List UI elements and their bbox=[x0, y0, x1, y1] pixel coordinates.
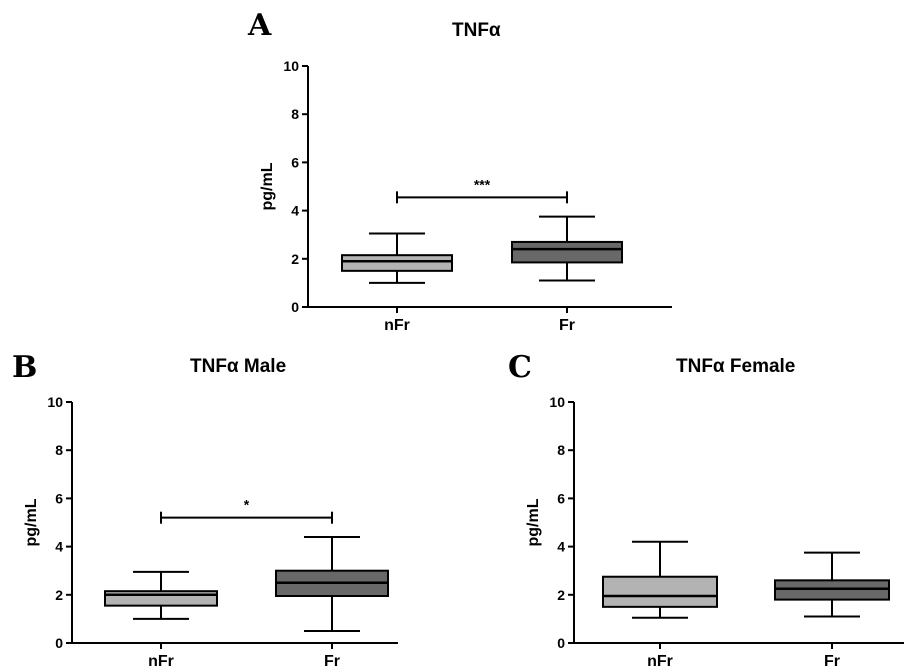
y-tick-label: 10 bbox=[549, 394, 565, 410]
significance-label: *** bbox=[474, 176, 491, 192]
box-nFr bbox=[341, 254, 453, 272]
x-tick-label: Fr bbox=[824, 653, 840, 670]
x-tick-label: nFr bbox=[647, 653, 673, 670]
y-tick-label: 6 bbox=[291, 154, 299, 170]
y-tick-label: 0 bbox=[291, 299, 299, 315]
x-tick-label: Fr bbox=[324, 653, 340, 670]
panel-letter: A bbox=[248, 8, 272, 43]
y-tick-label: 8 bbox=[291, 106, 299, 122]
y-tick-label: 6 bbox=[55, 490, 63, 506]
significance-label: * bbox=[244, 497, 250, 513]
y-tick-label: 0 bbox=[557, 635, 565, 651]
y-tick-label: 10 bbox=[47, 394, 63, 410]
y-tick-label: 8 bbox=[557, 442, 565, 458]
y-tick-label: 2 bbox=[291, 251, 299, 267]
y-axis-label: pg/mL bbox=[259, 162, 276, 210]
y-tick-label: 4 bbox=[55, 539, 63, 555]
chart-title: TNFα Male bbox=[190, 356, 287, 377]
y-tick-label: 2 bbox=[55, 587, 63, 603]
y-axis-label: pg/mL bbox=[525, 498, 542, 546]
y-tick-label: 8 bbox=[55, 442, 63, 458]
y-tick-label: 4 bbox=[291, 203, 299, 219]
y-tick-label: 2 bbox=[557, 587, 565, 603]
y-tick-label: 6 bbox=[557, 490, 565, 506]
panel-letter: B bbox=[12, 350, 38, 385]
box-Fr bbox=[511, 240, 623, 264]
y-tick-label: 10 bbox=[283, 58, 299, 74]
x-tick-label: nFr bbox=[148, 653, 174, 670]
y-axis-label: pg/mL bbox=[23, 498, 40, 546]
panel-letter: C bbox=[508, 350, 532, 385]
chart-title: TNFα bbox=[452, 20, 501, 41]
chart-title: TNFα Female bbox=[676, 356, 796, 377]
x-tick-label: Fr bbox=[559, 317, 575, 334]
x-tick-label: nFr bbox=[384, 317, 410, 334]
y-tick-label: 0 bbox=[55, 635, 63, 651]
y-tick-label: 4 bbox=[557, 539, 565, 555]
box-nFr bbox=[602, 575, 718, 608]
